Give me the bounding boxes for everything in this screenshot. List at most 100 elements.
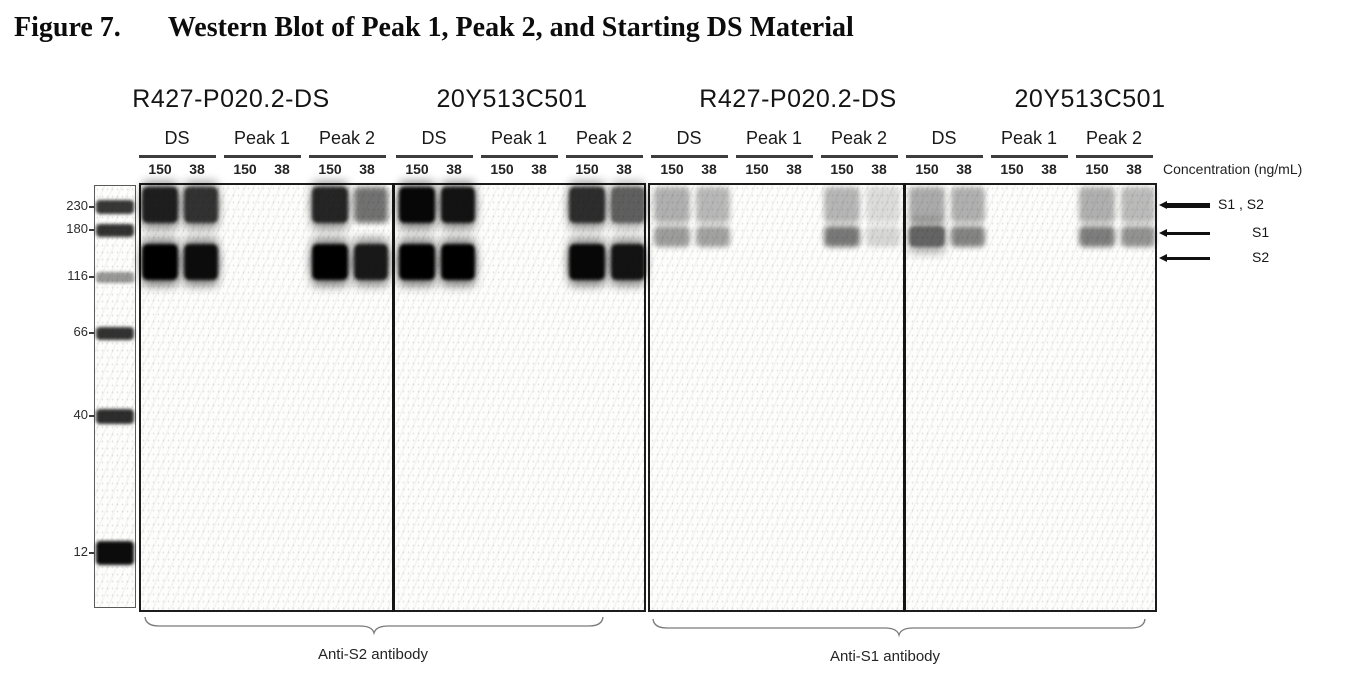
- protein-band: [1121, 226, 1155, 247]
- ladder-weight-label: 180: [66, 221, 88, 236]
- lane: [654, 185, 690, 610]
- figure-title: Figure 7. Western Blot of Peak 1, Peak 2…: [14, 12, 854, 44]
- band-marker-arrowhead: [1159, 229, 1167, 237]
- fraction-underline: [139, 155, 216, 158]
- protein-band: [441, 244, 475, 280]
- fraction-underline: [224, 155, 301, 158]
- fraction-label: Peak 1: [233, 128, 291, 148]
- concentration-value: 38: [446, 161, 462, 177]
- concentration-value: 150: [405, 161, 429, 177]
- ladder-tick: [89, 276, 94, 278]
- concentration-value: 38: [274, 161, 290, 177]
- concentration-value: 38: [531, 161, 547, 177]
- concentration-value: 38: [189, 161, 205, 177]
- fraction-label: Peak 2: [1085, 128, 1143, 148]
- protein-band: [142, 244, 178, 280]
- protein-band: [951, 226, 985, 247]
- fraction-label: Peak 1: [745, 128, 803, 148]
- ladder-tick: [89, 229, 94, 231]
- protein-band: [654, 226, 690, 247]
- protein-band: [399, 244, 435, 280]
- panel-divider: [903, 183, 906, 612]
- protein-band: [569, 187, 605, 223]
- ladder-weight-label: 116: [67, 268, 88, 283]
- ladder-band: [96, 223, 134, 237]
- protein-band: [824, 226, 860, 247]
- ladder-band: [96, 271, 134, 283]
- fraction-underline: [821, 155, 898, 158]
- band-marker-arrow: [1166, 256, 1210, 260]
- ladder-tick: [89, 332, 94, 334]
- protein-band: [184, 244, 218, 280]
- lane: [866, 185, 900, 610]
- ladder-tick: [89, 552, 94, 554]
- concentration-value: 38: [956, 161, 972, 177]
- band-marker-arrow: [1166, 202, 1210, 208]
- mw-ladder: [94, 185, 136, 608]
- lane: [739, 185, 775, 610]
- fraction-underline: [906, 155, 983, 158]
- lane: [994, 185, 1030, 610]
- fraction-underline: [736, 155, 813, 158]
- protein-band: [909, 187, 945, 223]
- sample-group-header: R427-P020.2-DS: [699, 85, 897, 113]
- antibody-brace: [652, 618, 1146, 638]
- concentration-value: 150: [318, 161, 342, 177]
- fraction-label: Peak 1: [490, 128, 548, 148]
- protein-band: [354, 187, 388, 223]
- fraction-label: Peak 2: [575, 128, 633, 148]
- protein-band: [909, 226, 945, 247]
- concentration-value: 150: [148, 161, 172, 177]
- protein-band: [824, 187, 860, 223]
- concentration-value: 150: [1000, 161, 1024, 177]
- concentration-value: 38: [701, 161, 717, 177]
- protein-band: [1079, 226, 1115, 247]
- band-marker-label: S1 , S2: [1218, 196, 1264, 212]
- ladder-tick: [89, 206, 94, 208]
- concentration-value: 150: [830, 161, 854, 177]
- lane: [1121, 185, 1155, 610]
- fraction-underline: [566, 155, 643, 158]
- protein-band: [441, 187, 475, 223]
- fraction-label: Peak 2: [830, 128, 888, 148]
- protein-band: [611, 187, 645, 223]
- blot-panel: [648, 183, 1157, 612]
- lane: [824, 185, 860, 610]
- protein-band: [142, 187, 178, 223]
- concentration-value: 38: [786, 161, 802, 177]
- protein-band: [354, 244, 388, 280]
- lane: [909, 185, 945, 610]
- lane: [696, 185, 730, 610]
- fraction-underline: [481, 155, 558, 158]
- fraction-underline: [651, 155, 728, 158]
- lane: [781, 185, 815, 610]
- concentration-value: 150: [660, 161, 684, 177]
- ladder-weight-label: 230: [66, 198, 88, 213]
- concentration-value: 150: [745, 161, 769, 177]
- protein-band: [951, 187, 985, 223]
- protein-band: [312, 244, 348, 280]
- ladder-band: [96, 200, 134, 214]
- fraction-underline: [309, 155, 386, 158]
- protein-band: [654, 187, 690, 223]
- ladder-weight-label: 40: [73, 407, 88, 422]
- protein-band: [184, 187, 218, 223]
- fraction-label: DS: [164, 128, 190, 148]
- concentration-value: 150: [233, 161, 257, 177]
- ladder-weight-label: 66: [73, 324, 88, 339]
- ladder-band: [96, 541, 134, 565]
- band-marker-arrowhead: [1159, 254, 1167, 262]
- ladder-band: [96, 408, 134, 424]
- concentration-value: 38: [616, 161, 632, 177]
- concentration-axis-label: Concentration (ng/mL): [1163, 161, 1303, 177]
- lane: [269, 185, 303, 610]
- concentration-value: 150: [915, 161, 939, 177]
- concentration-value: 38: [1126, 161, 1142, 177]
- fraction-underline: [1076, 155, 1153, 158]
- antibody-brace: [144, 616, 604, 636]
- protein-band: [696, 226, 730, 247]
- figure-caption: Western Blot of Peak 1, Peak 2, and Star…: [167, 12, 854, 43]
- concentration-value: 38: [359, 161, 375, 177]
- concentration-value: 38: [871, 161, 887, 177]
